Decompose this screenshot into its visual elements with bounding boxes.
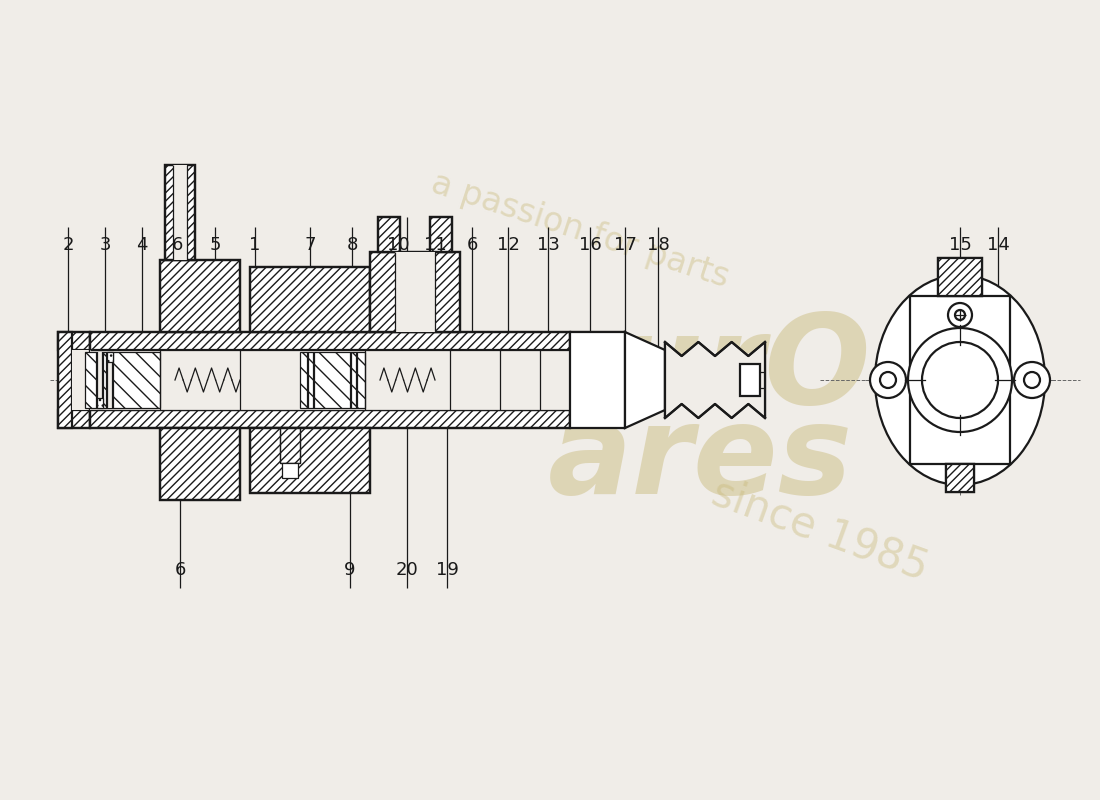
Bar	[430, 217, 452, 252]
Bar	[250, 267, 370, 332]
Bar	[90, 350, 570, 410]
Polygon shape	[625, 332, 666, 428]
Text: 14: 14	[987, 236, 1010, 254]
Bar	[160, 428, 240, 500]
Text: 6: 6	[172, 236, 183, 254]
Text: 20: 20	[396, 561, 418, 579]
Text: 11: 11	[424, 236, 447, 254]
Text: 9: 9	[344, 561, 355, 579]
Ellipse shape	[874, 275, 1045, 485]
Text: 17: 17	[614, 236, 637, 254]
Bar	[300, 352, 365, 408]
Polygon shape	[666, 342, 764, 418]
Text: 2: 2	[63, 236, 74, 254]
Circle shape	[955, 310, 965, 320]
Text: 8: 8	[346, 236, 358, 254]
Bar	[938, 258, 982, 296]
Circle shape	[1014, 362, 1050, 398]
Bar	[160, 260, 240, 332]
Bar	[740, 364, 760, 396]
Bar	[107, 352, 113, 362]
Bar	[370, 252, 460, 332]
Text: since 1985: since 1985	[706, 471, 934, 589]
Circle shape	[908, 328, 1012, 432]
Bar	[938, 258, 982, 296]
Text: 19: 19	[436, 561, 459, 579]
Bar	[97, 398, 103, 408]
Circle shape	[870, 362, 906, 398]
Text: 13: 13	[537, 236, 560, 254]
Bar	[946, 464, 974, 492]
Bar	[90, 332, 570, 350]
Bar	[165, 165, 195, 260]
Bar	[370, 252, 460, 332]
Bar	[173, 165, 187, 260]
Polygon shape	[570, 332, 625, 344]
Text: 12: 12	[496, 236, 519, 254]
Text: 15: 15	[948, 236, 971, 254]
Bar	[85, 352, 160, 408]
Bar	[378, 217, 400, 252]
Text: 6: 6	[466, 236, 477, 254]
Polygon shape	[570, 332, 625, 428]
Text: 3: 3	[99, 236, 111, 254]
Text: 6: 6	[174, 561, 186, 579]
Text: a passion for parts: a passion for parts	[427, 166, 733, 294]
Text: 5: 5	[209, 236, 221, 254]
Bar	[72, 350, 90, 410]
Bar	[58, 410, 90, 428]
Bar	[90, 332, 570, 428]
Text: 10: 10	[387, 236, 409, 254]
Bar	[378, 217, 400, 252]
Bar	[160, 260, 240, 332]
Bar	[90, 410, 570, 428]
Bar	[570, 332, 625, 344]
Bar	[430, 217, 452, 252]
Text: ares: ares	[548, 399, 852, 521]
Bar	[395, 252, 434, 332]
Bar	[58, 332, 90, 428]
Bar	[250, 428, 370, 493]
Bar	[280, 428, 300, 463]
Text: 4: 4	[136, 236, 147, 254]
Text: eurO: eurO	[529, 310, 871, 430]
Bar	[160, 428, 240, 500]
Bar	[910, 296, 1010, 464]
Circle shape	[922, 342, 998, 418]
Circle shape	[948, 303, 972, 327]
Bar	[97, 352, 103, 408]
Bar	[165, 165, 195, 260]
Bar	[107, 352, 113, 408]
Bar	[280, 428, 300, 463]
Bar	[946, 464, 974, 492]
Bar	[250, 428, 370, 493]
Text: 1: 1	[250, 236, 261, 254]
Text: 18: 18	[647, 236, 670, 254]
Bar	[58, 332, 72, 428]
Circle shape	[880, 372, 896, 388]
Bar	[250, 267, 370, 332]
Circle shape	[1024, 372, 1040, 388]
Bar	[58, 332, 90, 350]
Text: 16: 16	[579, 236, 602, 254]
Text: 7: 7	[305, 236, 316, 254]
Bar	[282, 463, 298, 478]
